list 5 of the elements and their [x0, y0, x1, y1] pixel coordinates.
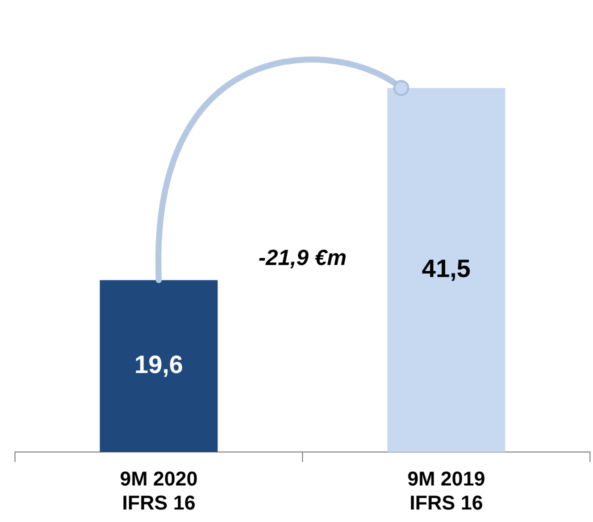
- x-tick-label: 9M 2019 IFRS 16: [407, 468, 486, 515]
- data-label: 41,5: [422, 254, 471, 283]
- x-tick-label: 9M 2020 IFRS 16: [120, 468, 198, 515]
- data-label: 19,6: [134, 350, 184, 379]
- annotation: -21,9 €m: [258, 245, 347, 270]
